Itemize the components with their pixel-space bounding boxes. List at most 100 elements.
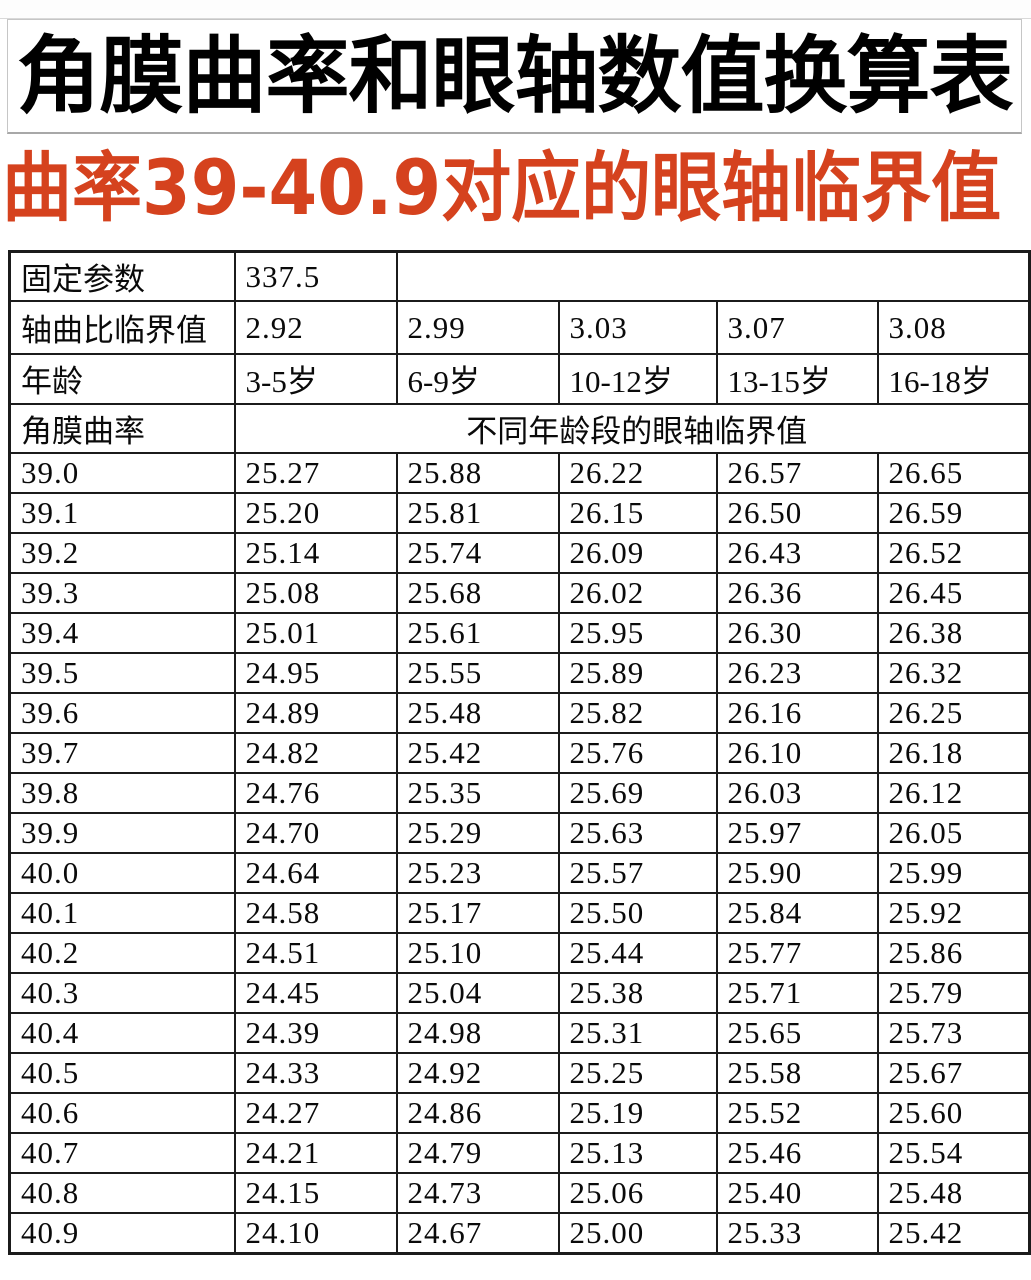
- axis-value-cell: 25.60: [876, 1091, 1031, 1134]
- axis-value-cell: 26.43: [715, 532, 879, 574]
- ratio-value-cell: 3.03: [557, 300, 718, 356]
- axis-value-cell: 24.15: [233, 1171, 398, 1214]
- axis-value-cell: 25.20: [233, 492, 398, 535]
- table-row: 39.5 24.95 25.55 25.89 26.23 26.32: [8, 651, 1031, 694]
- table-row: 40.1 24.58 25.17 25.50 25.84 25.92: [8, 891, 1031, 934]
- axis-value-cell: 25.04: [395, 971, 560, 1014]
- axis-value-cell: 25.92: [876, 891, 1031, 934]
- age-range-cell: 3-5岁: [233, 353, 398, 405]
- axis-value-cell: 24.76: [233, 771, 398, 814]
- curvature-cell: 39.8: [8, 771, 236, 814]
- age-range-cell: 10-12岁: [557, 353, 718, 405]
- table-row: 39.6 24.89 25.48 25.82 26.16 26.25: [8, 691, 1031, 734]
- axis-value-cell: 26.59: [876, 492, 1031, 535]
- curvature-cell: 39.5: [8, 651, 236, 694]
- axis-value-cell: 25.77: [715, 931, 879, 974]
- axis-value-cell: 24.67: [395, 1211, 560, 1255]
- fixed-param-value: 337.5: [233, 250, 398, 303]
- axis-value-cell: 26.36: [715, 572, 879, 614]
- table-row: 40.5 24.33 24.92 25.25 25.58 25.67: [8, 1051, 1031, 1094]
- axis-value-cell: 24.45: [233, 971, 398, 1014]
- axis-value-cell: 26.25: [876, 691, 1031, 734]
- axis-value-cell: 25.42: [876, 1211, 1031, 1255]
- table-row: 40.9 24.10 24.67 25.00 25.33 25.42: [8, 1211, 1031, 1255]
- axis-value-cell: 25.10: [395, 931, 560, 974]
- axis-value-cell: 25.01: [233, 611, 398, 654]
- table-body: 39.0 25.27 25.88 26.22 26.57 26.65 39.1 25.20 25…: [8, 452, 1031, 1255]
- axis-value-cell: 25.57: [557, 851, 718, 894]
- axis-value-cell: 25.99: [876, 851, 1031, 894]
- axis-value-cell: 25.19: [557, 1091, 718, 1134]
- axis-value-cell: 26.38: [876, 611, 1031, 654]
- curvature-cell: 39.2: [8, 532, 236, 574]
- title-box: 角膜曲率和眼轴数值换算表: [7, 19, 1022, 134]
- axis-value-cell: 26.15: [557, 492, 718, 535]
- axis-value-cell: 26.09: [557, 532, 718, 574]
- span-header-row: 角膜曲率 不同年龄段的眼轴临界值: [8, 402, 1031, 455]
- axis-value-cell: 25.67: [876, 1051, 1031, 1094]
- table-row: 39.2 25.14 25.74 26.09 26.43 26.52: [8, 532, 1031, 574]
- table-row: 40.2 24.51 25.10 25.44 25.77 25.86: [8, 931, 1031, 974]
- axis-value-cell: 24.21: [233, 1131, 398, 1174]
- axis-value-cell: 25.48: [876, 1171, 1031, 1214]
- ratio-value-cell: 3.07: [715, 300, 879, 356]
- axis-value-cell: 26.45: [876, 572, 1031, 614]
- span-header-cell: 不同年龄段的眼轴临界值: [233, 402, 1031, 455]
- axis-value-cell: 24.82: [233, 731, 398, 774]
- axis-value-cell: 25.48: [395, 691, 560, 734]
- axis-value-cell: 25.25: [557, 1051, 718, 1094]
- axis-value-cell: 24.39: [233, 1011, 398, 1054]
- table-row: 40.0 24.64 25.23 25.57 25.90 25.99: [8, 851, 1031, 894]
- curvature-cell: 40.4: [8, 1011, 236, 1054]
- axis-value-cell: 25.82: [557, 691, 718, 734]
- axis-value-cell: 24.89: [233, 691, 398, 734]
- curvature-cell: 40.5: [8, 1051, 236, 1094]
- table-row: 40.6 24.27 24.86 25.19 25.52 25.60: [8, 1091, 1031, 1134]
- table-row: 39.8 24.76 25.35 25.69 26.03 26.12: [8, 771, 1031, 814]
- axis-value-cell: 25.33: [715, 1211, 879, 1255]
- curvature-cell: 40.0: [8, 851, 236, 894]
- curvature-cell: 40.3: [8, 971, 236, 1014]
- curvature-cell: 39.1: [8, 492, 236, 535]
- curvature-cell: 40.8: [8, 1171, 236, 1214]
- age-range-cell: 13-15岁: [715, 353, 879, 405]
- axis-value-cell: 25.27: [233, 452, 398, 495]
- axis-value-cell: 25.42: [395, 731, 560, 774]
- curvature-cell: 40.7: [8, 1131, 236, 1174]
- axis-value-cell: 26.18: [876, 731, 1031, 774]
- axis-value-cell: 24.86: [395, 1091, 560, 1134]
- curvature-cell: 39.6: [8, 691, 236, 734]
- axis-value-cell: 25.46: [715, 1131, 879, 1174]
- age-label: 年龄: [8, 353, 236, 405]
- table-head-rows: 固定参数 337.5 轴曲比临界值 2.92 2.99 3.03 3.07 3.…: [8, 250, 1031, 455]
- axis-value-cell: 25.86: [876, 931, 1031, 974]
- top-margin-strip: [0, 0, 1031, 19]
- axis-value-cell: 25.61: [395, 611, 560, 654]
- curvature-cell: 40.9: [8, 1211, 236, 1255]
- table-row: 40.3 24.45 25.04 25.38 25.71 25.79: [8, 971, 1031, 1014]
- axis-value-cell: 26.50: [715, 492, 879, 535]
- axis-value-cell: 24.27: [233, 1091, 398, 1134]
- axis-value-cell: 25.44: [557, 931, 718, 974]
- curvature-cell: 39.7: [8, 731, 236, 774]
- conversion-table: 固定参数 337.5 轴曲比临界值 2.92 2.99 3.03 3.07 3.…: [8, 250, 1031, 1255]
- axis-value-cell: 25.52: [715, 1091, 879, 1134]
- axis-value-cell: 25.71: [715, 971, 879, 1014]
- table-row: 39.1 25.20 25.81 26.15 26.50 26.59: [8, 492, 1031, 535]
- axis-value-cell: 26.57: [715, 452, 879, 495]
- table-row: 39.4 25.01 25.61 25.95 26.30 26.38: [8, 611, 1031, 654]
- axis-value-cell: 25.68: [395, 572, 560, 614]
- curvature-cell: 39.9: [8, 811, 236, 854]
- axis-value-cell: 25.79: [876, 971, 1031, 1014]
- axis-value-cell: 26.02: [557, 572, 718, 614]
- axis-value-cell: 25.50: [557, 891, 718, 934]
- curvature-cell: 40.2: [8, 931, 236, 974]
- table-row: 40.8 24.15 24.73 25.06 25.40 25.48: [8, 1171, 1031, 1214]
- axis-value-cell: 26.12: [876, 771, 1031, 814]
- axis-value-cell: 24.92: [395, 1051, 560, 1094]
- fixed-param-label: 固定参数: [8, 250, 236, 303]
- age-row: 年龄 3-5岁 6-9岁 10-12岁 13-15岁 16-18岁: [8, 353, 1031, 405]
- axis-value-cell: 26.32: [876, 651, 1031, 694]
- axis-value-cell: 25.38: [557, 971, 718, 1014]
- ratio-value-cell: 3.08: [876, 300, 1031, 356]
